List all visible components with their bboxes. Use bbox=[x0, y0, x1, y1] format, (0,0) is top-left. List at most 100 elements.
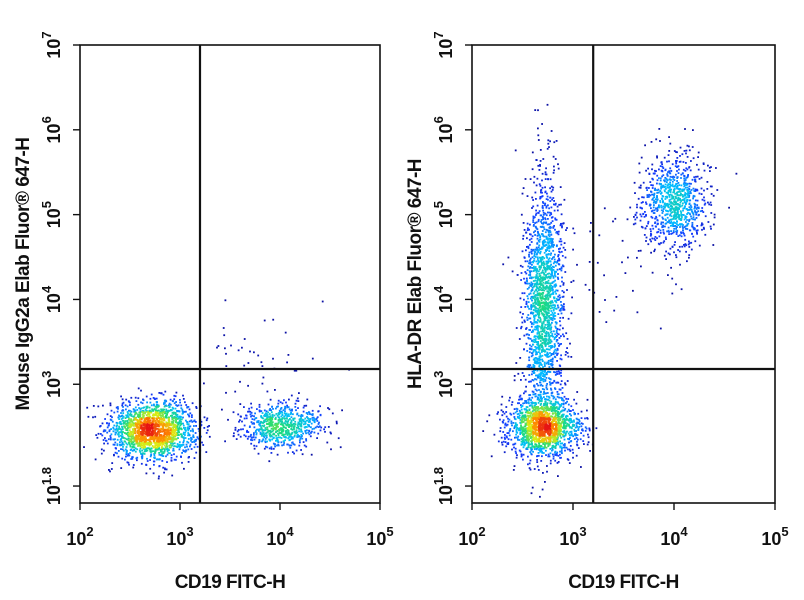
event-dot bbox=[531, 168, 534, 171]
event-dot bbox=[575, 424, 578, 427]
event-dot bbox=[149, 426, 151, 429]
event-dot bbox=[271, 423, 273, 426]
event-dot bbox=[560, 380, 563, 382]
event-dot bbox=[546, 223, 549, 226]
event-dot bbox=[666, 173, 669, 175]
event-dot bbox=[562, 406, 565, 409]
event-dot bbox=[120, 395, 122, 398]
event-dot bbox=[552, 397, 555, 400]
event-dot bbox=[668, 220, 670, 223]
event-dot bbox=[643, 215, 646, 218]
event-dot bbox=[541, 360, 544, 362]
event-dot bbox=[237, 429, 240, 431]
event-dot bbox=[545, 449, 547, 452]
event-dot bbox=[197, 428, 200, 430]
event-dot bbox=[548, 229, 551, 232]
event-dot bbox=[542, 211, 545, 214]
event-dot bbox=[152, 414, 154, 417]
event-dot bbox=[261, 439, 264, 442]
event-dot bbox=[644, 211, 646, 213]
event-dot bbox=[668, 150, 671, 152]
event-dot bbox=[655, 216, 658, 219]
event-dot bbox=[539, 447, 541, 449]
event-dot bbox=[499, 418, 501, 421]
event-dot bbox=[535, 327, 538, 330]
event-dot bbox=[188, 414, 190, 417]
event-dot bbox=[563, 335, 565, 338]
event-dot bbox=[142, 438, 144, 441]
event-dot bbox=[130, 410, 133, 413]
event-dot bbox=[692, 197, 694, 200]
event-dot bbox=[149, 416, 151, 418]
event-dot bbox=[536, 177, 539, 180]
event-dot bbox=[557, 313, 560, 315]
event-dot bbox=[559, 224, 562, 227]
event-dot bbox=[524, 442, 526, 445]
event-dot bbox=[142, 436, 145, 439]
event-dot bbox=[503, 451, 506, 454]
event-dot bbox=[707, 164, 709, 167]
event-dot bbox=[145, 472, 148, 475]
event-dot bbox=[552, 280, 555, 283]
event-dot bbox=[120, 467, 123, 469]
event-dot bbox=[247, 362, 250, 364]
event-dot bbox=[136, 432, 139, 435]
event-dot bbox=[531, 282, 534, 285]
event-dot bbox=[100, 452, 103, 455]
event-dot bbox=[541, 385, 544, 387]
event-dot bbox=[326, 441, 329, 444]
event-dot bbox=[552, 246, 555, 248]
event-dot bbox=[651, 271, 654, 274]
event-dot bbox=[667, 171, 669, 173]
event-dot bbox=[652, 227, 655, 230]
event-dot bbox=[539, 250, 542, 253]
event-dot bbox=[553, 200, 555, 202]
event-dot bbox=[283, 412, 286, 414]
event-dot bbox=[678, 245, 681, 248]
event-dot bbox=[589, 230, 592, 233]
event-dot bbox=[249, 413, 252, 416]
event-dot bbox=[259, 424, 261, 427]
event-dot bbox=[563, 242, 566, 244]
event-dot bbox=[335, 420, 338, 423]
event-dot bbox=[560, 396, 562, 399]
event-dot bbox=[295, 429, 298, 432]
event-dot bbox=[654, 236, 657, 238]
event-dot bbox=[127, 431, 129, 434]
event-dot bbox=[295, 449, 298, 452]
event-dot bbox=[586, 398, 589, 401]
event-dot bbox=[549, 200, 552, 202]
event-dot bbox=[137, 403, 140, 406]
event-dot bbox=[129, 426, 132, 429]
event-dot bbox=[697, 210, 700, 213]
event-dot bbox=[521, 321, 524, 324]
event-dot bbox=[176, 425, 178, 428]
event-dot bbox=[539, 384, 542, 387]
event-dot bbox=[109, 415, 112, 417]
event-dot bbox=[126, 422, 129, 424]
event-dot bbox=[137, 415, 139, 418]
event-dot bbox=[169, 444, 172, 446]
event-dot bbox=[688, 188, 691, 190]
event-dot bbox=[584, 426, 587, 429]
event-dot bbox=[507, 420, 510, 423]
event-dot bbox=[523, 441, 526, 443]
event-dot bbox=[501, 395, 504, 398]
event-dot bbox=[265, 428, 268, 431]
event-dot bbox=[539, 149, 542, 151]
event-dot bbox=[302, 419, 305, 421]
event-dot bbox=[115, 425, 118, 428]
event-dot bbox=[300, 430, 302, 433]
event-dot bbox=[588, 289, 591, 291]
x-tick-exponent: 3 bbox=[186, 524, 193, 539]
event-dot bbox=[277, 423, 279, 425]
event-dot bbox=[138, 442, 141, 445]
event-dot bbox=[118, 418, 120, 420]
event-dot bbox=[120, 415, 123, 418]
event-dot bbox=[561, 446, 563, 449]
event-dot bbox=[536, 353, 538, 355]
event-dot bbox=[184, 431, 187, 434]
event-dot bbox=[545, 384, 548, 387]
event-dot bbox=[174, 438, 177, 440]
event-dot bbox=[191, 441, 194, 443]
